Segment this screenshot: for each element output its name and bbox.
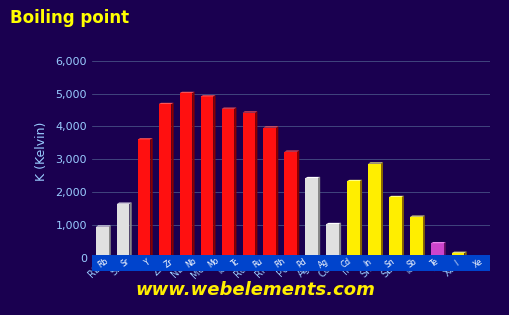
Text: Pd: Pd	[295, 257, 307, 269]
Polygon shape	[284, 151, 299, 152]
Polygon shape	[388, 196, 403, 197]
Polygon shape	[150, 138, 152, 258]
Polygon shape	[137, 138, 152, 139]
Text: www.webelements.com: www.webelements.com	[135, 281, 374, 299]
Polygon shape	[179, 92, 194, 93]
Text: Sn: Sn	[383, 257, 396, 269]
Text: Mo: Mo	[206, 256, 220, 270]
Text: Y: Y	[143, 258, 151, 268]
Bar	[388, 197, 401, 258]
Bar	[305, 178, 317, 258]
Polygon shape	[275, 126, 278, 258]
Text: Boiling point: Boiling point	[10, 9, 129, 27]
Text: Te: Te	[428, 257, 439, 269]
Bar	[347, 181, 359, 258]
Polygon shape	[430, 242, 445, 243]
Bar	[242, 112, 254, 258]
Bar	[117, 204, 129, 258]
Polygon shape	[338, 223, 341, 258]
Text: Xe: Xe	[471, 257, 484, 269]
Polygon shape	[422, 215, 424, 258]
Polygon shape	[464, 252, 466, 258]
Polygon shape	[401, 196, 403, 258]
Text: Rb: Rb	[96, 256, 109, 270]
Polygon shape	[263, 126, 278, 128]
Bar	[158, 104, 171, 258]
Text: Tc: Tc	[230, 257, 241, 269]
Polygon shape	[409, 215, 424, 217]
Polygon shape	[296, 151, 299, 258]
Text: Rh: Rh	[272, 256, 286, 270]
Polygon shape	[129, 203, 131, 258]
Bar	[430, 243, 443, 258]
Y-axis label: K (Kelvin): K (Kelvin)	[35, 122, 48, 181]
Polygon shape	[213, 95, 215, 258]
Polygon shape	[317, 177, 320, 258]
Text: Ru: Ru	[250, 256, 264, 270]
Polygon shape	[158, 103, 173, 104]
Bar	[367, 163, 380, 258]
Polygon shape	[367, 162, 382, 163]
Polygon shape	[347, 180, 361, 181]
Polygon shape	[443, 242, 445, 258]
Polygon shape	[305, 177, 320, 178]
Polygon shape	[451, 252, 466, 253]
Text: I: I	[452, 259, 459, 267]
Polygon shape	[380, 162, 382, 258]
Polygon shape	[117, 203, 131, 204]
Polygon shape	[192, 92, 194, 258]
Polygon shape	[326, 223, 341, 224]
Bar	[284, 152, 296, 258]
Text: Ag: Ag	[317, 256, 330, 270]
Text: Sr: Sr	[119, 257, 130, 269]
Text: Nb: Nb	[184, 256, 198, 270]
Polygon shape	[359, 180, 361, 258]
Polygon shape	[221, 107, 236, 109]
Bar	[137, 139, 150, 258]
Bar	[179, 93, 192, 258]
Polygon shape	[171, 103, 173, 258]
Bar	[221, 109, 234, 258]
Bar	[451, 253, 464, 258]
Bar	[96, 226, 108, 258]
Bar	[409, 217, 422, 258]
Bar	[263, 128, 275, 258]
Text: Sb: Sb	[405, 257, 418, 269]
Polygon shape	[254, 112, 257, 258]
Polygon shape	[200, 95, 215, 96]
Text: Zr: Zr	[163, 257, 175, 269]
Bar	[200, 96, 213, 258]
Polygon shape	[234, 107, 236, 258]
Polygon shape	[108, 226, 110, 258]
Text: Cd: Cd	[338, 256, 352, 270]
Text: In: In	[362, 257, 373, 269]
Bar	[326, 224, 338, 258]
